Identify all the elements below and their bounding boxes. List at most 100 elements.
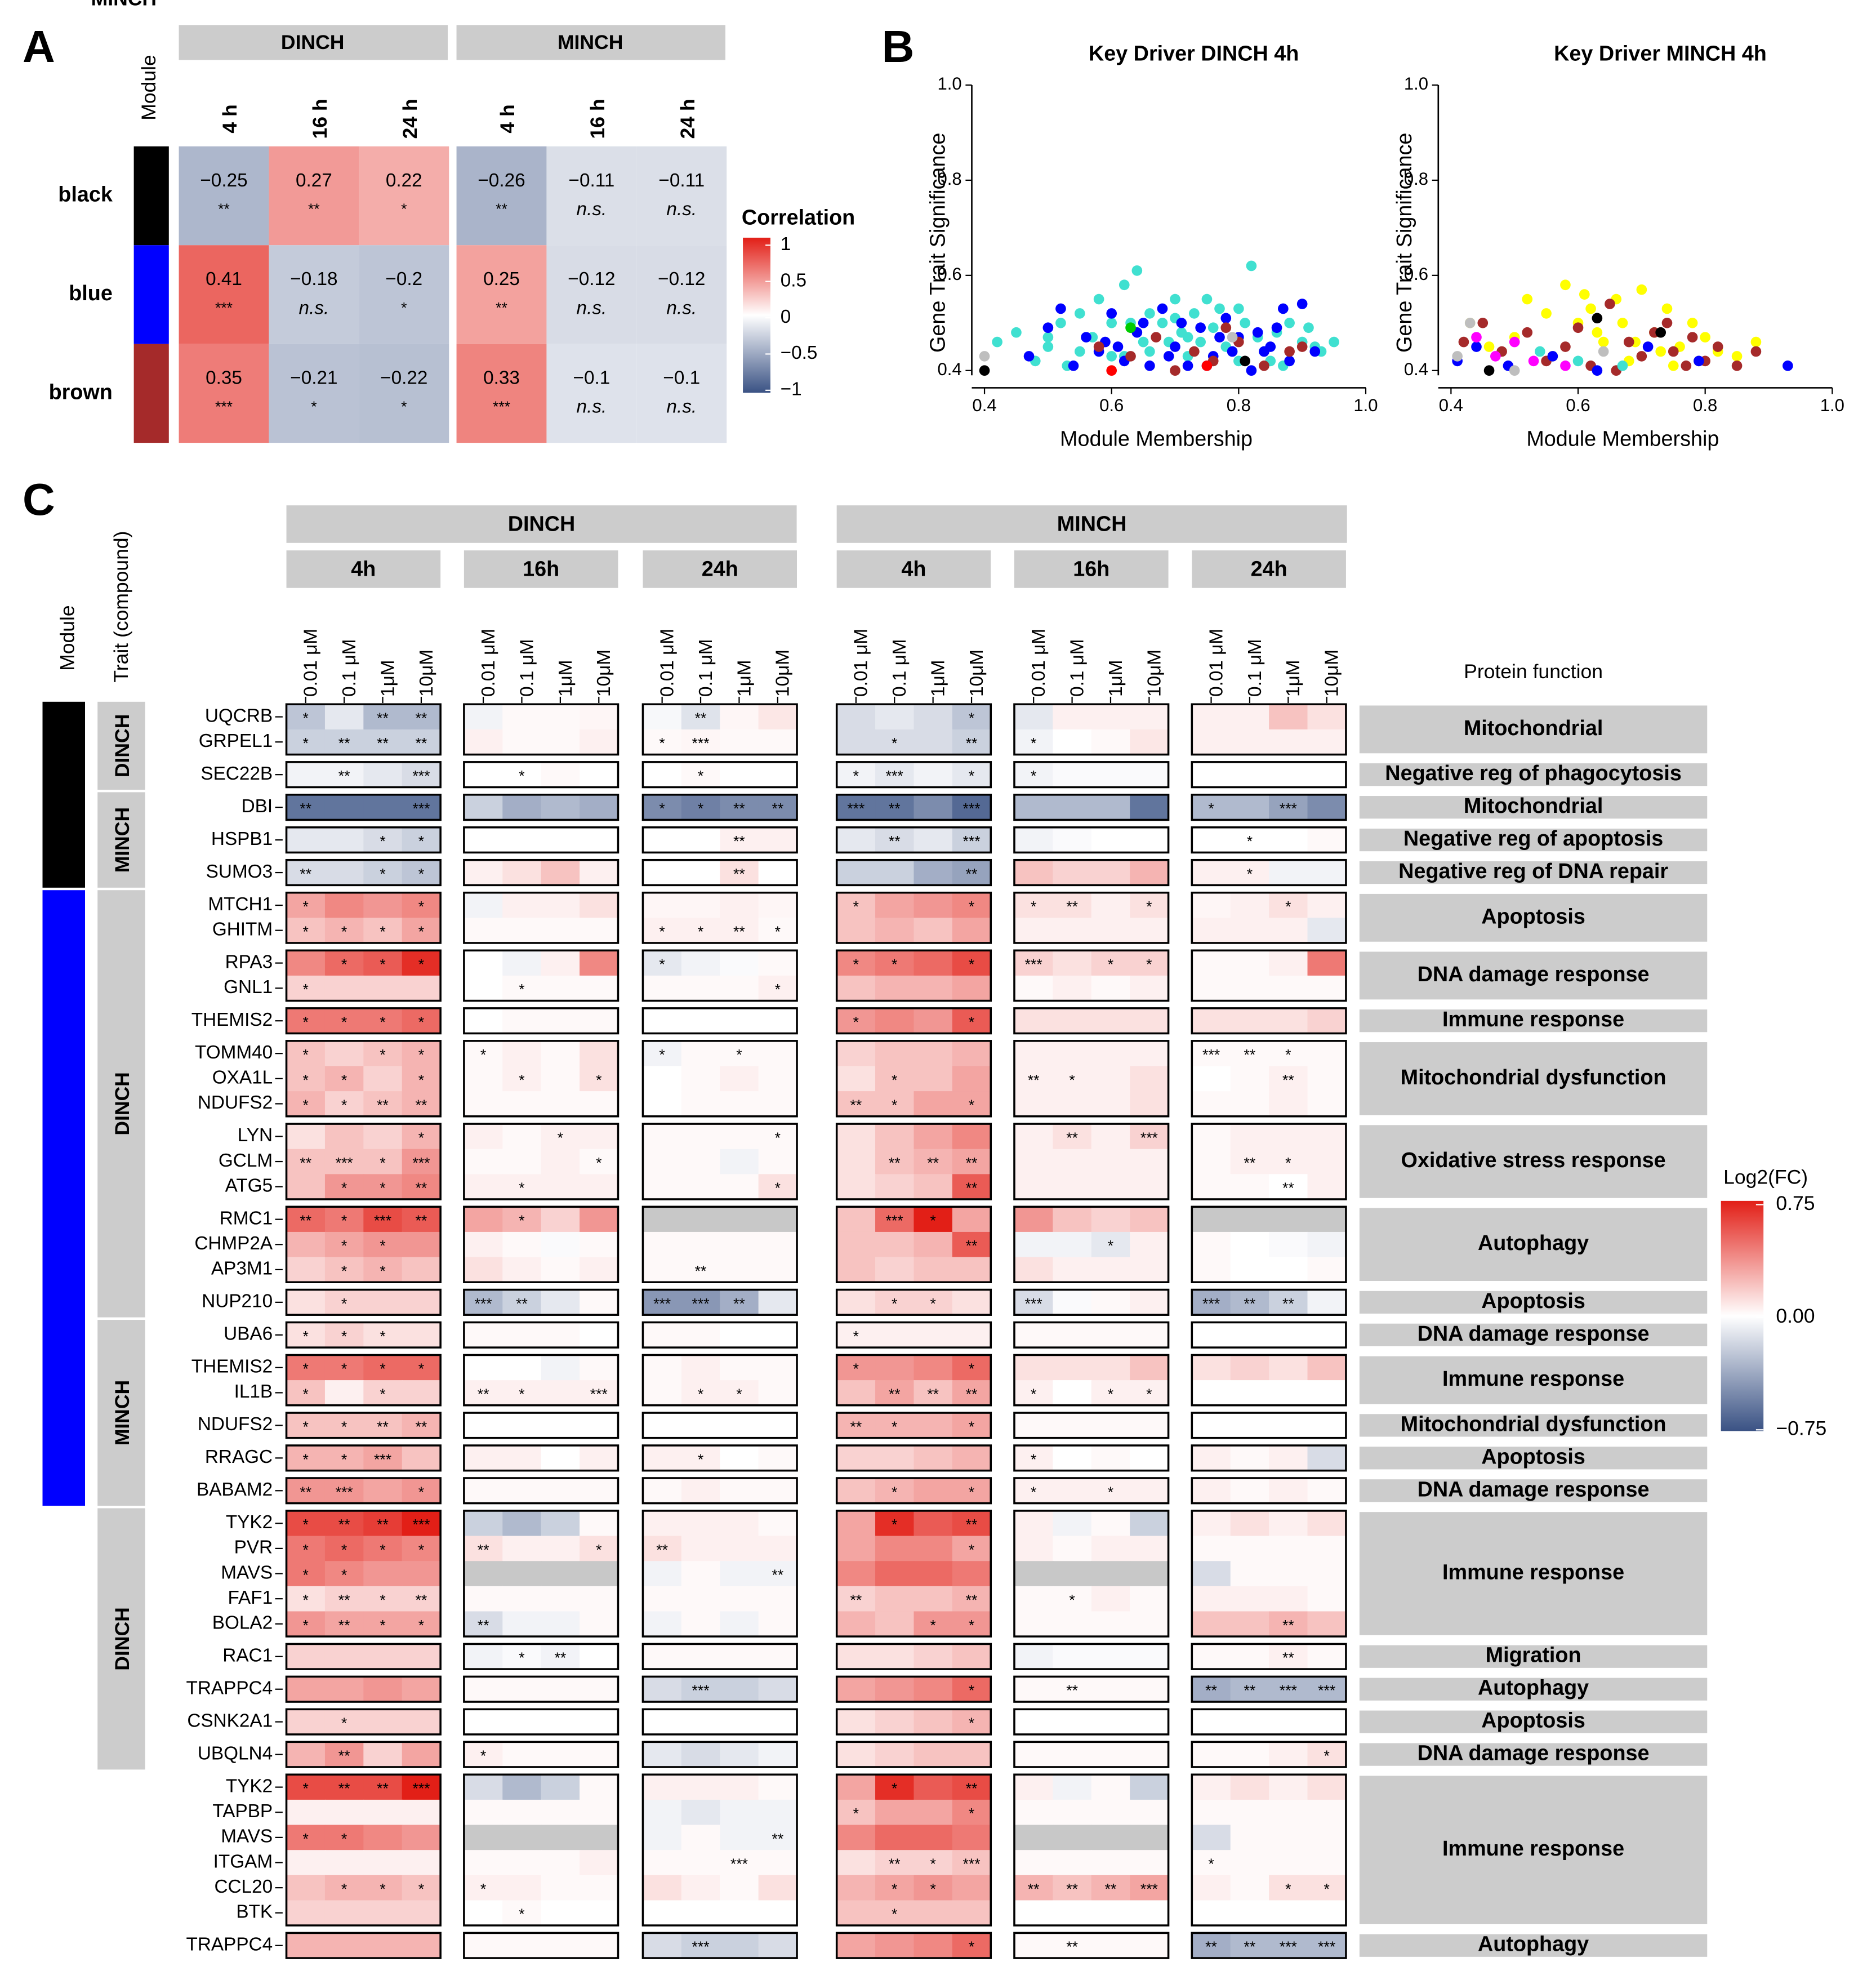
panel-c-cell [681, 1933, 721, 1959]
panel-c-cell-sig: * [341, 1238, 347, 1254]
panel-c-cell [402, 1040, 442, 1067]
panel-c-cell-sig: ** [377, 1418, 389, 1435]
panel-c-cell [914, 860, 953, 886]
panel-c-cell-sig: ** [1282, 1295, 1294, 1312]
panel-c-cell [758, 1933, 798, 1959]
panel-c-cell [1091, 950, 1131, 977]
panel-c-cell [324, 1850, 364, 1876]
panel-c-group-frame [1013, 1675, 1170, 1703]
panel-c-cell [464, 1586, 503, 1612]
panel-c-cell [758, 1289, 798, 1316]
panel-c-cell [1053, 1850, 1092, 1876]
panel-c-cell [324, 1174, 364, 1200]
panel-c-dose-label: 0.01 μM [1206, 629, 1227, 697]
panel-c-cell-sig: ** [889, 833, 901, 850]
panel-c-cell [324, 1413, 364, 1439]
panel-c-cell [402, 1008, 442, 1034]
panel-c-cell [1130, 1413, 1169, 1439]
panel-c-cell [324, 860, 364, 886]
panel-c-cell [363, 1709, 403, 1736]
panel-c-group-frame [1191, 703, 1347, 756]
panel-c-cell [580, 918, 619, 944]
panel-c-cell [952, 918, 992, 944]
panel-c-cell-sig: * [775, 1180, 781, 1196]
panel-c-cell [1130, 1586, 1169, 1612]
panel-a-strip-dinch [179, 25, 448, 60]
panel-c-cell [914, 1586, 953, 1612]
panel-c-cell [643, 1644, 682, 1670]
panel-c-cell-sig: * [380, 833, 385, 850]
panel-c-cell [643, 1611, 682, 1638]
panel-c-cell [1014, 1380, 1054, 1406]
panel-c-function-label: Oxidative stress response [1401, 1148, 1666, 1172]
panel-c-cell [1014, 1586, 1054, 1612]
panel-c-cell [1269, 1174, 1308, 1200]
panel-c-cell [681, 1040, 721, 1067]
panel-c-cell-sig: ** [1105, 1881, 1117, 1898]
panel-c-cell [1014, 1174, 1054, 1200]
panel-c-cell [1053, 1933, 1092, 1959]
panel-c-cell [541, 975, 581, 1002]
panel-c-group-frame [1013, 1773, 1170, 1926]
panel-c-cell-sig: ** [555, 1649, 567, 1666]
panel-b-point [1284, 346, 1295, 357]
panel-c-module-label: Module [56, 605, 79, 670]
panel-c-cell [541, 1124, 581, 1150]
panel-c-cell-sig: ** [733, 833, 745, 850]
panel-b-point [1189, 346, 1200, 357]
panel-c-group-frame [641, 1708, 798, 1736]
panel-c-cell [1307, 1676, 1347, 1703]
panel-c-cell-sig: ** [1244, 1682, 1256, 1699]
panel-c-cell [914, 1709, 953, 1736]
panel-c-cell [580, 1355, 619, 1381]
panel-c-cell-sig: *** [1202, 1295, 1220, 1312]
panel-c-cell-sig: *** [962, 1856, 980, 1872]
panel-c-cell [324, 1322, 364, 1349]
panel-c-cell-sig: ** [1066, 898, 1078, 915]
panel-c-group-frame [1013, 826, 1170, 854]
panel-c-cell [541, 1510, 581, 1537]
panel-c-cell [1269, 794, 1308, 821]
panel-c-cell [502, 860, 542, 886]
panel-c-cell [1192, 1380, 1231, 1406]
panel-c-cell-sig: ** [695, 1262, 707, 1279]
panel-c-cell-sig: * [1285, 898, 1291, 915]
panel-c-group-frame [285, 826, 442, 854]
panel-c-cell [1130, 704, 1169, 731]
panel-c-cell [836, 1561, 876, 1587]
panel-c-cell-sig: * [380, 1180, 385, 1196]
panel-a-strip-minch-label: MINCH [558, 31, 623, 54]
panel-c-group-frame [285, 794, 442, 821]
panel-c-cell [914, 1207, 953, 1233]
panel-c-cell [681, 1091, 721, 1117]
panel-c-function-header: Protein function [1464, 660, 1603, 683]
panel-c-cell [643, 729, 682, 755]
panel-c-cell-sig: * [380, 1592, 385, 1609]
panel-c-cell-sig: ** [733, 800, 745, 817]
panel-c-cell-sig: * [775, 981, 781, 998]
panel-c-cell-sig: *** [412, 1780, 430, 1797]
panel-c-cell-sig: *** [692, 1295, 709, 1312]
panel-c-trait-label: Trait (compound) [110, 531, 132, 682]
panel-c-group-frame [835, 1007, 992, 1035]
panel-c-cell [363, 704, 403, 731]
panel-c-cell [836, 1008, 876, 1034]
panel-c-cell [1091, 1742, 1131, 1768]
panel-c-cell [1130, 1742, 1169, 1768]
panel-c-group-frame [1013, 1741, 1170, 1768]
panel-c-cell [541, 1174, 581, 1200]
panel-c-cell [1192, 1124, 1231, 1150]
panel-c-cell-sig: ** [1244, 1047, 1256, 1064]
panel-c-cell [1230, 1008, 1270, 1034]
panel-c-cell [1053, 1066, 1092, 1092]
panel-c-cell [875, 1510, 915, 1537]
panel-c-cell [502, 1091, 542, 1117]
panel-c-cell-sig: * [341, 1262, 347, 1279]
panel-c-cell-sig: * [519, 1649, 524, 1666]
panel-b-ytick: 0.8 [1404, 169, 1428, 189]
panel-a-row-label: blue [69, 281, 113, 305]
panel-c-cell-sig: * [418, 956, 424, 973]
panel-c-cell [580, 975, 619, 1002]
panel-c-cell [952, 1586, 992, 1612]
panel-c-cell [286, 729, 326, 755]
